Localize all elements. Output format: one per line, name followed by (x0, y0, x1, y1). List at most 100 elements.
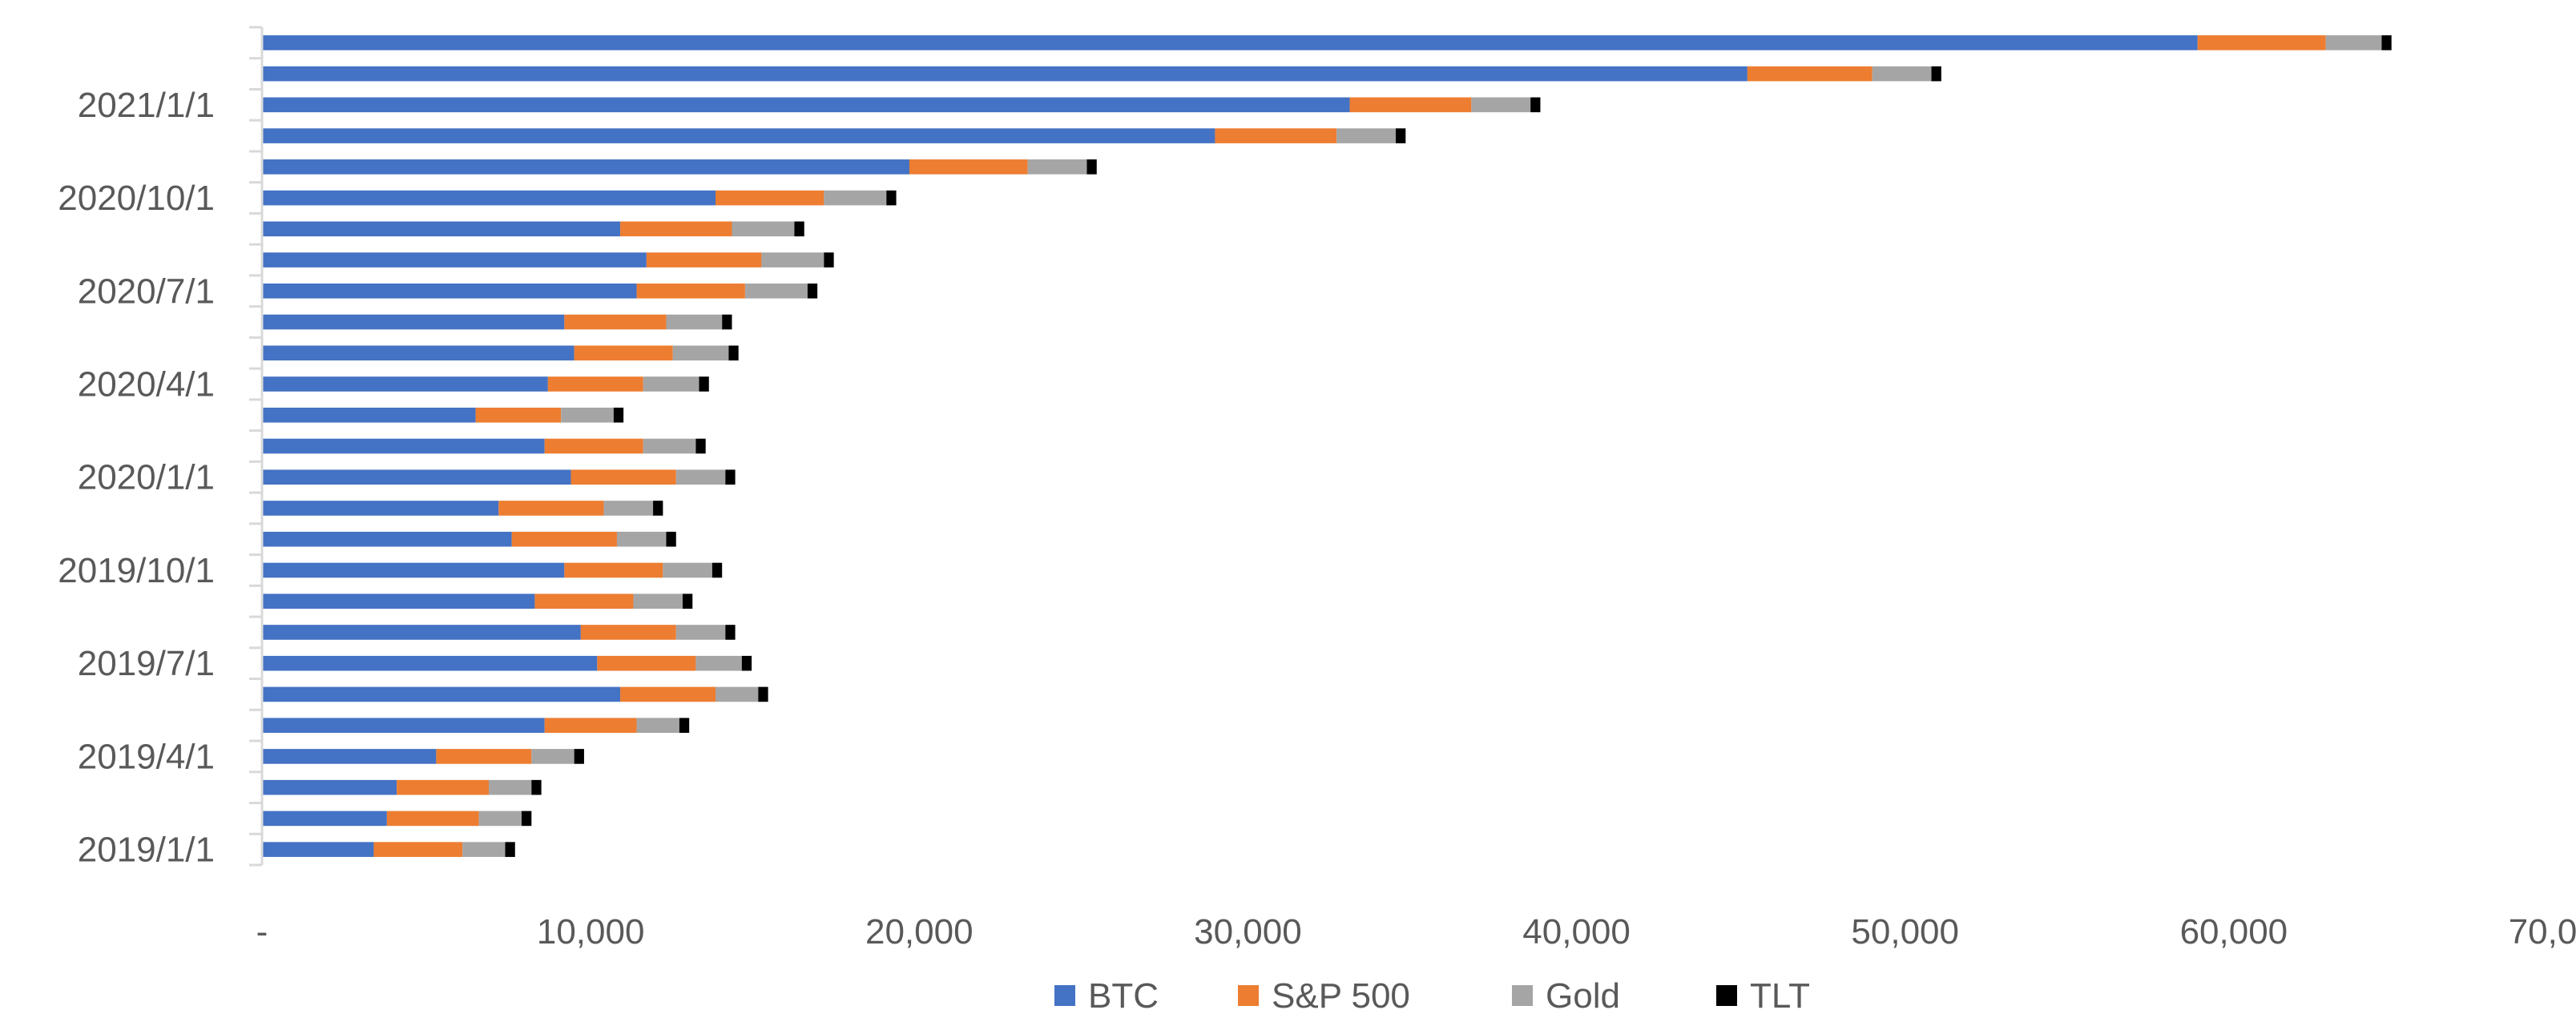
bar-btc-2021-2-1 (262, 66, 1748, 82)
bar-tlt-2019-10-1 (712, 562, 723, 578)
y-tick-label: 2020/7/1 (78, 272, 215, 311)
bar-gold-2020-8-1 (761, 252, 824, 268)
bar-tlt-2019-1-1 (505, 842, 515, 857)
bar-tlt-2019-2-1 (522, 811, 532, 827)
bar-btc-2019-8-1 (262, 625, 581, 640)
bar-gold-2020-1-1 (675, 469, 726, 485)
bar-tlt-2020-12-1 (1395, 128, 1406, 143)
bar-gold-2020-3-1 (561, 407, 614, 423)
bar-gold-2019-1-1 (462, 842, 506, 857)
bar-btc-2020-6-1 (262, 314, 565, 330)
bar-tlt-2019-4-1 (574, 749, 584, 764)
bar-s-p-500-2019-10-1 (564, 562, 663, 578)
bar-gold-2020-11-1 (1027, 159, 1087, 175)
bar-btc-2019-4-1 (262, 749, 437, 764)
y-tick-label: 2019/7/1 (78, 644, 215, 683)
bar-tlt-2019-9-1 (682, 593, 693, 610)
bar-s-p-500-2019-6-1 (620, 686, 716, 702)
legend-label-s-p-500: S&P 500 (1272, 976, 1410, 1016)
bar-gold-2019-11-1 (616, 531, 667, 547)
bar-s-p-500-2019-1-1 (373, 842, 463, 857)
bar-s-p-500-2020-1-1 (570, 469, 676, 485)
y-tick-label: 2020/1/1 (78, 458, 215, 497)
bar-gold-2020-7-1 (744, 284, 808, 299)
bar-tlt-2020-8-1 (824, 252, 834, 268)
bar-btc-2021-3-1 (262, 35, 2198, 50)
bar-tlt-2021-1-1 (1530, 97, 1541, 113)
bar-btc-2020-4-1 (262, 376, 548, 392)
y-tick-label: 2020/4/1 (78, 365, 215, 404)
bar-gold-2020-2-1 (643, 438, 696, 454)
legend-label-btc: BTC (1088, 976, 1159, 1016)
bar-btc-2019-11-1 (262, 531, 512, 547)
bar-s-p-500-2020-7-1 (636, 284, 745, 299)
x-axis: - 10,000 20,000 30,000 40,000 50,000 60,000 70,… (256, 912, 2576, 952)
bar-gold-2020-10-1 (824, 190, 887, 206)
bar-btc-2019-3-1 (262, 779, 397, 795)
bar-tlt-2021-2-1 (1931, 66, 1941, 82)
bar-s-p-500-2019-12-1 (498, 501, 604, 516)
x-tick-label: 50,000 (1851, 912, 1959, 952)
bar-s-p-500-2020-10-1 (716, 190, 824, 206)
bar-btc-2020-5-1 (262, 345, 574, 361)
bar-s-p-500-2019-7-1 (597, 655, 696, 671)
bar-s-p-500-2020-12-1 (1215, 128, 1337, 143)
bar-btc-2020-9-1 (262, 221, 621, 237)
x-tick-label: 20,000 (865, 912, 974, 952)
bar-s-p-500-2019-11-1 (511, 531, 617, 547)
bar-btc-2021-1-1 (262, 97, 1350, 113)
bar-tlt-2020-2-1 (695, 438, 706, 454)
x-tick-label: - (256, 912, 268, 952)
legend-swatch-gold (1512, 985, 1533, 1006)
bar-tlt-2020-1-1 (725, 469, 736, 485)
bar-s-p-500-2019-2-1 (386, 811, 479, 827)
bar-s-p-500-2019-5-1 (544, 718, 637, 733)
bar-gold-2019-10-1 (663, 562, 712, 578)
bar-gold-2019-7-1 (695, 655, 742, 671)
bar-btc-2019-2-1 (262, 811, 387, 827)
bar-btc-2019-10-1 (262, 562, 565, 578)
bar-btc-2020-2-1 (262, 438, 545, 454)
bar-btc-2020-7-1 (262, 284, 637, 299)
bar-tlt-2020-4-1 (699, 376, 709, 392)
bar-gold-2021-2-1 (1872, 66, 1932, 82)
bar-s-p-500-2020-3-1 (475, 407, 562, 423)
legend-swatch-btc (1054, 985, 1075, 1006)
legend-swatch-tlt (1716, 985, 1737, 1006)
bar-tlt-2019-12-1 (653, 501, 663, 516)
bar-gold-2019-4-1 (531, 749, 574, 764)
bar-s-p-500-2021-1-1 (1349, 97, 1472, 113)
bar-s-p-500-2019-4-1 (436, 749, 532, 764)
bar-gold-2019-8-1 (675, 625, 726, 640)
bar-btc-2019-6-1 (262, 686, 621, 702)
x-tick-label: 70,000 (2509, 912, 2576, 952)
bar-tlt-2019-7-1 (741, 655, 752, 671)
bar-s-p-500-2020-11-1 (909, 159, 1028, 175)
bar-gold-2020-12-1 (1336, 128, 1396, 143)
bar-tlt-2020-11-1 (1086, 159, 1097, 175)
bar-btc-2020-10-1 (262, 190, 716, 206)
bar-gold-2019-6-1 (716, 686, 759, 702)
bar-s-p-500-2021-3-1 (2197, 35, 2326, 50)
x-tick-label: 30,000 (1194, 912, 1302, 952)
bar-s-p-500-2020-4-1 (547, 376, 643, 392)
bar-gold-2020-9-1 (732, 221, 795, 237)
bar-btc-2020-1-1 (262, 469, 571, 485)
bar-tlt-2020-7-1 (807, 284, 818, 299)
bar-btc-2019-9-1 (262, 593, 535, 610)
bar-btc-2020-3-1 (262, 407, 476, 423)
bar-s-p-500-2020-2-1 (544, 438, 643, 454)
bar-tlt-2020-6-1 (722, 314, 732, 330)
bar-gold-2019-5-1 (636, 718, 679, 733)
bar-tlt-2020-3-1 (613, 407, 624, 423)
bar-s-p-500-2020-5-1 (574, 345, 673, 361)
bar-gold-2021-3-1 (2325, 35, 2382, 50)
legend-label-tlt: TLT (1750, 976, 1810, 1016)
bar-btc-2019-1-1 (262, 842, 374, 857)
bar-gold-2019-3-1 (489, 779, 532, 795)
bar-btc-2019-7-1 (262, 655, 598, 671)
bar-btc-2020-11-1 (262, 159, 909, 175)
y-tick-label: 2019/1/1 (78, 831, 215, 870)
bar-tlt-2020-9-1 (794, 221, 804, 237)
